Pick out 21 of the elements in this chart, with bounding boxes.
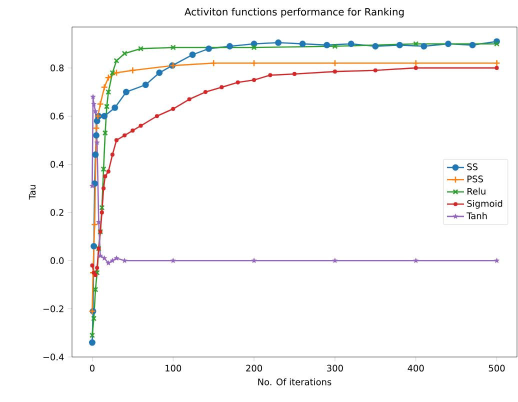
y-tick-label: 0.2 xyxy=(50,209,64,216)
legend-label: SS xyxy=(467,163,478,170)
legend-label: PSS xyxy=(468,176,483,182)
chart-title: Activiton functions performance for Ranking xyxy=(184,8,404,18)
legend-label: Tanh xyxy=(466,212,487,220)
y-axis-title: Tau xyxy=(28,185,36,200)
x-tick-label: 200 xyxy=(246,364,262,372)
y-tick-label: 0.0 xyxy=(50,257,64,264)
legend-label: Relu xyxy=(468,188,486,195)
legend-label: Sigmoid xyxy=(467,200,502,209)
y-tick-label: −0.2 xyxy=(43,305,64,312)
x-tick-label: 300 xyxy=(327,364,343,372)
x-tick-label: 0 xyxy=(90,364,94,372)
y-tick-label: 0.8 xyxy=(50,64,64,72)
x-tick-label: 400 xyxy=(408,364,424,372)
y-tick-label: 0.6 xyxy=(50,112,64,120)
x-tick-label: 500 xyxy=(488,364,505,372)
x-axis-title: No. Of iterations xyxy=(258,378,332,386)
y-tick-label: 0.4 xyxy=(50,160,64,168)
x-tick-label: 100 xyxy=(166,364,182,372)
y-tick-label: −0.4 xyxy=(43,354,64,360)
